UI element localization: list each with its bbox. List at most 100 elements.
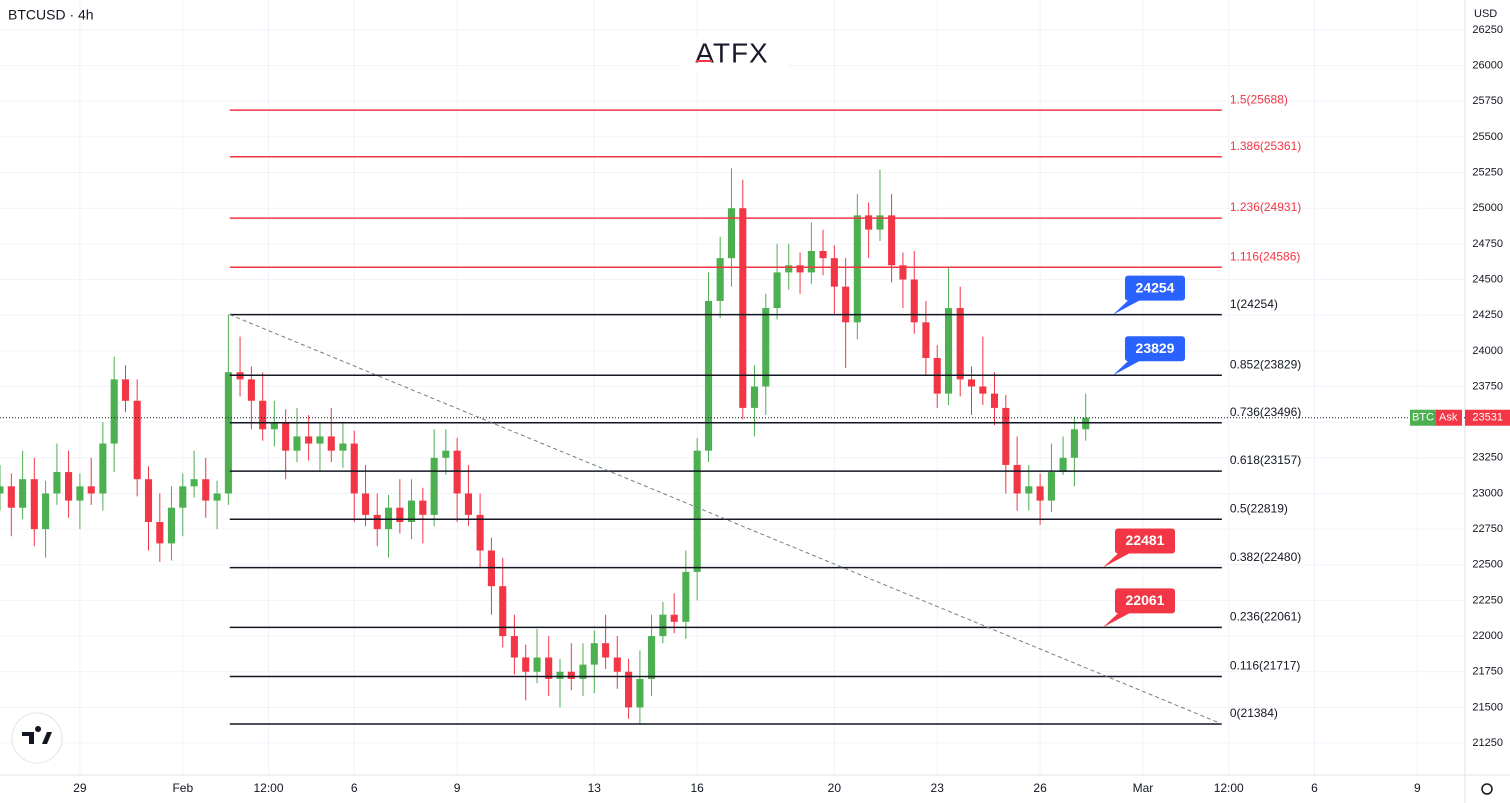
candle-body <box>579 664 587 679</box>
currency-label: USD <box>1474 8 1497 20</box>
trend-line <box>229 314 1223 725</box>
callout-tail <box>1103 612 1131 628</box>
candle-body <box>807 251 815 273</box>
candle-body <box>87 486 95 494</box>
candle-body <box>464 493 472 515</box>
candle-body <box>773 272 781 309</box>
candle-body <box>19 479 27 508</box>
fib-label: 1.386(25361) <box>1230 139 1301 153</box>
y-tick-label: 21500 <box>1472 701 1503 713</box>
candle-body <box>945 308 953 394</box>
candle-body <box>567 671 575 679</box>
x-tick-label: 6 <box>1311 781 1318 795</box>
fib-label: 0.382(22480) <box>1230 550 1301 564</box>
y-tick-label: 21250 <box>1472 737 1503 749</box>
candle-body <box>979 386 987 394</box>
candle-body <box>350 443 358 494</box>
candle-body <box>1047 472 1055 501</box>
candle-body <box>476 514 484 551</box>
candle-body <box>1082 417 1090 430</box>
candle-body <box>7 486 15 508</box>
candle-body <box>144 479 153 522</box>
x-tick-label: 9 <box>1414 781 1421 795</box>
candle-body <box>419 500 427 515</box>
symbol-label: BTC <box>1412 412 1434 424</box>
y-tick-label: 24250 <box>1472 309 1503 321</box>
callout-box <box>1115 588 1175 614</box>
candle-body <box>670 614 678 622</box>
candle-body <box>1070 429 1078 458</box>
callout-box <box>1115 528 1175 554</box>
candle-body <box>819 251 827 259</box>
candle-body <box>110 379 118 444</box>
candle-body <box>956 308 964 380</box>
candle-body <box>602 643 610 658</box>
candle-body <box>899 265 907 280</box>
fib-label: 0.236(22061) <box>1230 610 1301 624</box>
fib-label: 0.5(22819) <box>1230 501 1288 515</box>
y-tick-label: 22500 <box>1472 559 1503 571</box>
candle-body <box>842 286 850 323</box>
settings-icon[interactable] <box>1481 783 1493 795</box>
candle-body <box>727 208 736 259</box>
candle-body <box>373 514 381 530</box>
settings-gear[interactable] <box>1481 783 1493 795</box>
candle-body <box>270 422 278 430</box>
candle-body <box>99 443 107 494</box>
callout-tail <box>1113 360 1141 376</box>
y-tick-label: 23750 <box>1472 380 1503 392</box>
candle-body <box>339 443 347 451</box>
candle-body <box>1025 486 1033 494</box>
x-tick-label: 13 <box>588 781 602 795</box>
callout-box <box>1125 275 1185 301</box>
y-tick-label: 24500 <box>1472 273 1503 285</box>
candle-body <box>510 636 518 658</box>
candle-body <box>499 586 507 637</box>
candle-body <box>0 486 4 494</box>
candle-body <box>910 279 918 323</box>
candle-body <box>888 215 896 266</box>
candle-body <box>156 521 164 544</box>
tv-logo <box>11 712 63 764</box>
side-label: Ask <box>1439 412 1458 424</box>
candle-body <box>556 671 564 679</box>
candle-body <box>305 436 313 444</box>
candle-body <box>1059 457 1067 473</box>
x-tick-label: Feb <box>172 781 193 795</box>
candle-body <box>396 507 404 522</box>
candle-body <box>533 657 541 672</box>
callout-label: 23829 <box>1136 340 1175 356</box>
fib-label: 0(21384) <box>1230 706 1278 720</box>
x-tick-label: 29 <box>73 781 87 795</box>
x-tick-label: Mar <box>1133 781 1154 795</box>
candle-body <box>453 450 461 494</box>
x-tick-label: 6 <box>351 781 358 795</box>
candle-body <box>625 671 633 708</box>
fib-label: 1.236(24931) <box>1230 200 1301 214</box>
candle-body <box>1036 486 1044 501</box>
candle-body <box>522 657 530 672</box>
logo-bg <box>680 36 788 72</box>
y-tick-label: 23250 <box>1472 452 1503 464</box>
candle-body <box>922 322 930 358</box>
tv-logo-glyph <box>22 726 52 744</box>
candle-body <box>190 479 198 487</box>
x-tick-label: 12:00 <box>1214 781 1244 795</box>
candle-body <box>865 215 873 230</box>
candle-body <box>613 657 621 672</box>
callout-tail <box>1113 299 1141 315</box>
candle-body <box>796 265 804 273</box>
candle-body <box>167 507 176 544</box>
x-tick-label: 12:00 <box>253 781 283 795</box>
candle-body <box>362 493 370 515</box>
candle-body <box>739 208 747 408</box>
candle-body <box>179 486 187 508</box>
candle-body <box>716 258 724 301</box>
candle-body <box>659 614 667 637</box>
candle-body <box>53 472 61 494</box>
candle-body <box>430 457 438 515</box>
y-tick-label: 24000 <box>1472 345 1503 357</box>
candle-body <box>327 436 335 451</box>
y-tick-label: 26250 <box>1472 24 1503 36</box>
fib-label: 1.116(24586) <box>1230 249 1301 263</box>
